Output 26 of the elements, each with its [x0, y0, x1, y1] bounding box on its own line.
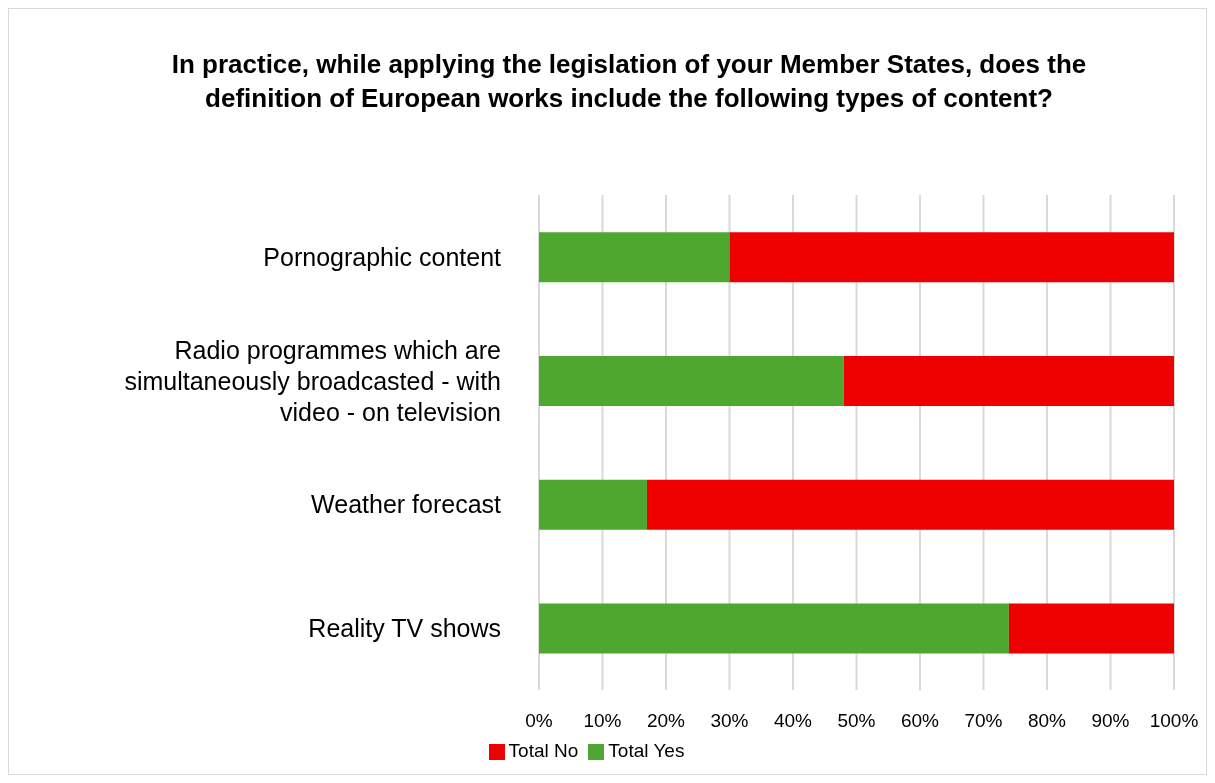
x-tick-label: 100%: [1149, 710, 1199, 732]
y-tick-label: Pornographic content: [263, 242, 502, 271]
x-tick-label: 20%: [646, 710, 686, 732]
legend-label: Total Yes: [608, 740, 685, 761]
x-tick-label: 80%: [1027, 710, 1067, 732]
bar: [1008, 603, 1174, 654]
y-tick-label: Weather forecast: [311, 490, 502, 519]
x-tick-label: 30%: [710, 710, 749, 732]
x-tick-label: 60%: [900, 710, 940, 732]
bar: [646, 479, 1174, 530]
x-tick-label: 90%: [1091, 710, 1130, 732]
legend-label: Total No: [508, 740, 579, 761]
bar: [729, 232, 1174, 283]
bar: [539, 355, 844, 406]
bar: [539, 479, 647, 530]
chart-title: In practice, while applying the legislation of your Member States, does the definition of European works include the following types of content?: [170, 48, 1088, 115]
x-tick-label: 10%: [583, 710, 622, 732]
x-tick-label: 70%: [964, 710, 1003, 732]
x-tick-label: 0%: [525, 710, 553, 732]
bar: [539, 232, 730, 283]
y-tick-label: Radio programmes which are simultaneously broadcasted - with video - on television: [124, 335, 501, 426]
bar: [539, 603, 1009, 654]
y-tick-label: Reality TV shows: [308, 614, 501, 643]
x-tick-label: 40%: [773, 710, 813, 732]
bar: [843, 355, 1174, 406]
x-tick-label: 50%: [837, 710, 876, 732]
